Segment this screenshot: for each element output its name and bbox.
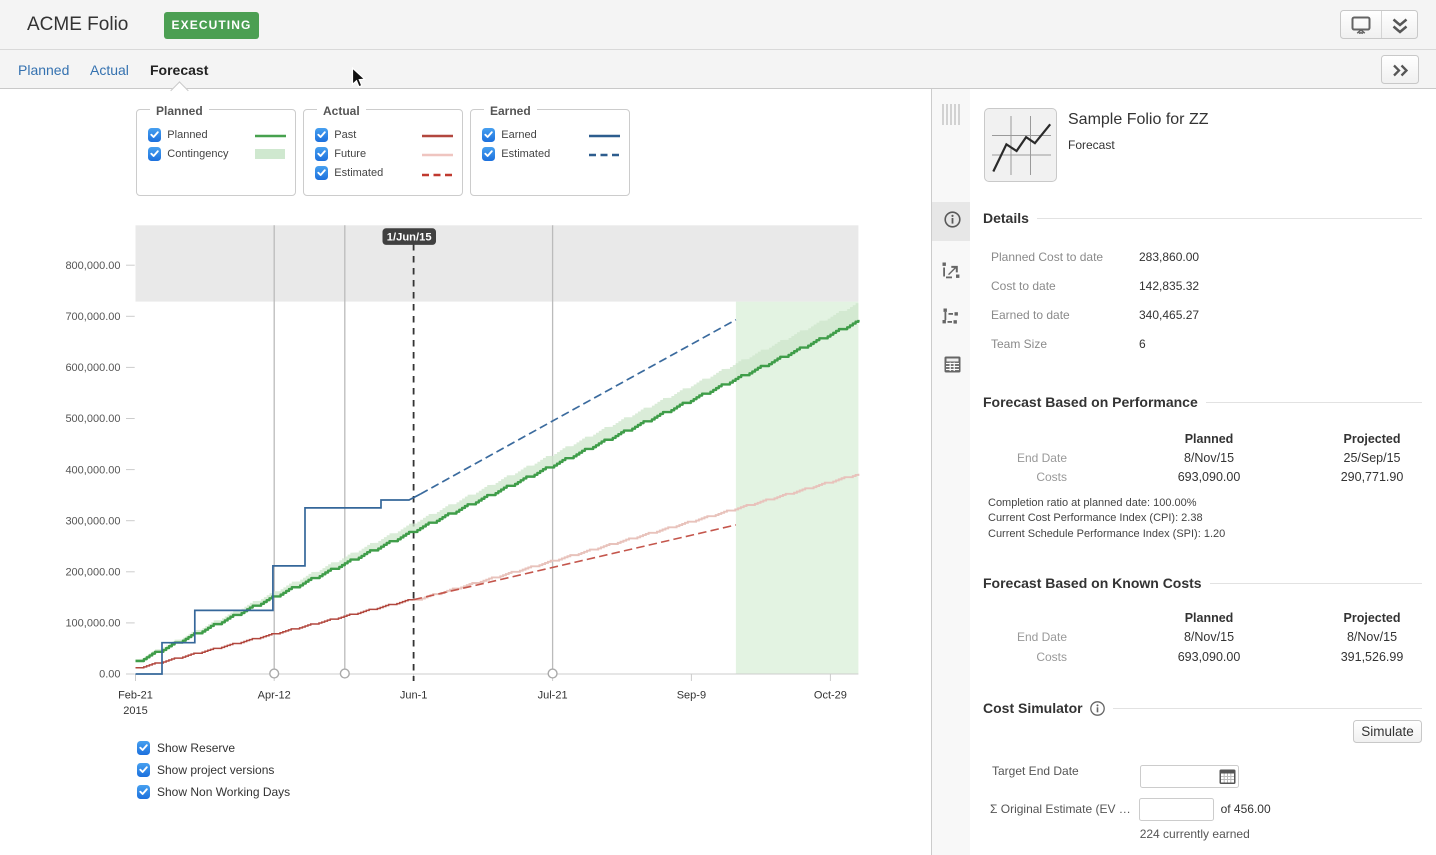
svg-text:Sep-9: Sep-9: [677, 690, 706, 702]
svg-text:Apr-12: Apr-12: [258, 690, 291, 702]
svg-text:100,000.00: 100,000.00: [65, 618, 120, 630]
svg-text:600,000.00: 600,000.00: [65, 362, 120, 374]
svg-text:2015: 2015: [123, 705, 147, 717]
svg-text:800,000.00: 800,000.00: [65, 260, 120, 272]
svg-text:200,000.00: 200,000.00: [65, 567, 120, 579]
svg-text:300,000.00: 300,000.00: [65, 515, 120, 527]
svg-text:500,000.00: 500,000.00: [65, 413, 120, 425]
svg-text:Jul-21: Jul-21: [538, 690, 568, 702]
svg-text:Feb-21: Feb-21: [118, 690, 153, 702]
svg-text:700,000.00: 700,000.00: [65, 311, 120, 323]
svg-text:0.00: 0.00: [99, 669, 120, 681]
svg-text:Jun-1: Jun-1: [400, 690, 428, 702]
svg-text:1/Jun/15: 1/Jun/15: [387, 232, 432, 244]
svg-text:Oct-29: Oct-29: [814, 690, 847, 702]
svg-text:400,000.00: 400,000.00: [65, 464, 120, 476]
